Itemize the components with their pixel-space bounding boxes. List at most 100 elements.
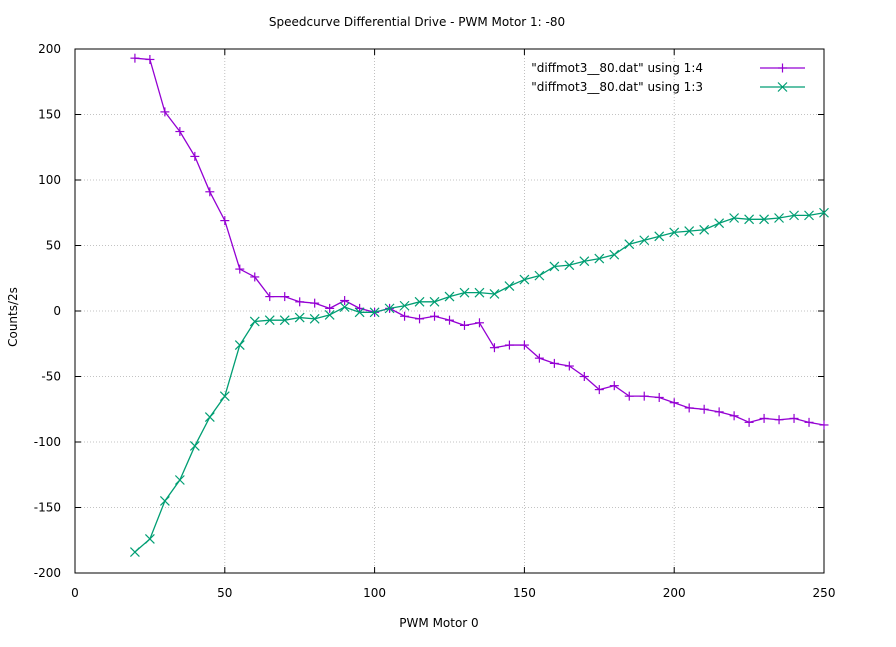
data-point: [714, 218, 725, 229]
data-point: [249, 316, 260, 327]
marker-stroke: [579, 256, 590, 267]
data-point: [504, 340, 514, 350]
data-point: [250, 272, 260, 282]
marker-stroke: [654, 231, 665, 242]
marker-stroke: [129, 547, 140, 557]
marker-stroke: [234, 340, 245, 350]
marker-stroke: [279, 315, 290, 326]
data-point: [174, 475, 185, 485]
data-point: [729, 411, 739, 421]
data-point: [669, 227, 680, 238]
data-point: [235, 264, 245, 274]
data-point: [639, 391, 649, 401]
marker-stroke: [564, 260, 575, 271]
data-point: [789, 413, 799, 423]
data-point: [219, 391, 230, 402]
data-point: [564, 361, 574, 371]
data-point: [624, 391, 634, 401]
marker-stroke: [729, 213, 740, 223]
x-axis-label: PWM Motor 0: [399, 616, 478, 630]
data-point: [384, 303, 395, 314]
y-tick-label: 200: [38, 42, 61, 56]
marker-stroke: [819, 207, 829, 218]
marker-stroke: [777, 82, 788, 92]
data-point: [310, 298, 320, 308]
data-point: [594, 253, 605, 264]
marker-stroke: [249, 316, 260, 327]
data-point: [579, 256, 590, 267]
data-point: [355, 303, 365, 313]
marker-stroke: [144, 534, 155, 544]
legend-label: "diffmot3__80.dat" using 1:4: [531, 61, 703, 75]
series-1: [130, 53, 829, 430]
data-point: [504, 281, 515, 292]
marker-stroke: [354, 307, 365, 318]
x-tick-label: 50: [217, 586, 232, 600]
data-point: [729, 213, 740, 223]
marker-stroke: [684, 226, 695, 237]
data-point: [759, 413, 769, 423]
data-point: [819, 420, 829, 430]
data-point: [474, 318, 484, 328]
marker-stroke: [384, 303, 395, 314]
data-point: [489, 289, 500, 299]
marker-stroke: [324, 310, 335, 320]
data-point: [594, 385, 604, 395]
y-tick-label: -200: [34, 566, 61, 580]
marker-stroke: [759, 214, 770, 225]
marker-stroke: [669, 227, 680, 238]
data-point: [699, 404, 709, 414]
data-point: [774, 213, 784, 223]
series-2: [129, 207, 829, 557]
data-point: [654, 231, 665, 242]
marker-stroke: [549, 261, 560, 272]
data-point: [519, 340, 529, 350]
x-tick-label: 250: [813, 586, 836, 600]
marker-stroke: [429, 296, 440, 307]
y-tick-label: 150: [38, 108, 61, 122]
marker-stroke: [339, 302, 350, 312]
data-point: [489, 343, 499, 353]
data-point: [354, 307, 365, 318]
marker-stroke: [204, 412, 215, 423]
data-point: [534, 353, 544, 363]
marker-stroke: [414, 296, 425, 307]
y-tick-label: -100: [34, 435, 61, 449]
marker-stroke: [534, 270, 545, 281]
data-point: [804, 417, 814, 427]
data-point: [324, 310, 335, 320]
y-axis-label: Counts/2s: [6, 287, 20, 347]
data-point: [400, 311, 410, 321]
x-tick-label: 200: [663, 586, 686, 600]
data-point: [639, 235, 650, 246]
marker-stroke: [294, 312, 305, 323]
marker-stroke: [309, 313, 320, 324]
marker-stroke: [219, 391, 230, 402]
marker-stroke: [744, 214, 755, 225]
data-point: [699, 224, 710, 235]
x-tick-label: 0: [71, 586, 79, 600]
marker-stroke: [159, 496, 170, 506]
axes: 0 50 100 150 200 250 -200 -150 -100 -50 0 50 100 150 2…: [34, 42, 836, 600]
data-point: [564, 260, 575, 271]
legend-label: "diffmot3__80.dat" using 1:3: [531, 80, 703, 94]
data-point: [189, 441, 200, 451]
data-point: [789, 210, 799, 221]
data-point: [309, 313, 320, 324]
data-point: [534, 270, 545, 281]
data-point: [714, 407, 724, 417]
data-point: [744, 214, 755, 225]
marker-stroke: [609, 249, 620, 260]
marker-stroke: [369, 307, 380, 318]
marker-stroke: [399, 300, 410, 311]
data-point: [624, 239, 635, 250]
data-point: [220, 216, 230, 226]
data-point: [759, 214, 770, 225]
data-point: [265, 292, 275, 302]
y-tick-label: -50: [41, 370, 61, 384]
data-point: [579, 372, 589, 381]
data-point: [654, 392, 664, 402]
legend-marker: [777, 82, 788, 92]
y-tick-label: 100: [38, 173, 61, 187]
